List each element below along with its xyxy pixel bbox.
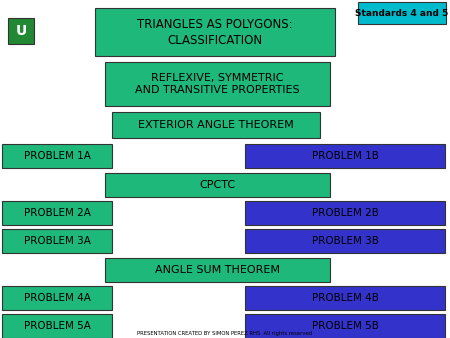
Text: PROBLEM 1B: PROBLEM 1B <box>311 151 378 161</box>
FancyBboxPatch shape <box>2 286 112 310</box>
Text: REFLEXIVE, SYMMETRIC
AND TRANSITIVE PROPERTIES: REFLEXIVE, SYMMETRIC AND TRANSITIVE PROP… <box>135 73 300 95</box>
FancyBboxPatch shape <box>95 8 335 56</box>
Text: PROBLEM 2B: PROBLEM 2B <box>311 208 378 218</box>
Text: Standards 4 and 5: Standards 4 and 5 <box>356 8 449 18</box>
FancyBboxPatch shape <box>245 286 445 310</box>
Text: ANGLE SUM THEOREM: ANGLE SUM THEOREM <box>155 265 280 275</box>
Text: EXTERIOR ANGLE THEOREM: EXTERIOR ANGLE THEOREM <box>138 120 294 130</box>
FancyBboxPatch shape <box>2 229 112 253</box>
FancyBboxPatch shape <box>245 201 445 225</box>
Text: PROBLEM 2A: PROBLEM 2A <box>23 208 90 218</box>
FancyBboxPatch shape <box>358 2 446 24</box>
Text: PROBLEM 3A: PROBLEM 3A <box>23 236 90 246</box>
Text: PROBLEM 4B: PROBLEM 4B <box>311 293 378 303</box>
FancyBboxPatch shape <box>245 229 445 253</box>
Text: U: U <box>15 24 27 38</box>
Text: PROBLEM 4A: PROBLEM 4A <box>23 293 90 303</box>
Text: PROBLEM 5B: PROBLEM 5B <box>311 321 378 331</box>
FancyBboxPatch shape <box>2 314 112 338</box>
Text: PROBLEM 1A: PROBLEM 1A <box>23 151 90 161</box>
Text: PROBLEM 3B: PROBLEM 3B <box>311 236 378 246</box>
FancyBboxPatch shape <box>112 112 320 138</box>
FancyBboxPatch shape <box>245 144 445 168</box>
Text: PROBLEM 5A: PROBLEM 5A <box>23 321 90 331</box>
FancyBboxPatch shape <box>105 258 330 282</box>
Text: CPCTC: CPCTC <box>199 180 235 190</box>
FancyBboxPatch shape <box>2 144 112 168</box>
FancyBboxPatch shape <box>245 314 445 338</box>
FancyBboxPatch shape <box>105 173 330 197</box>
FancyBboxPatch shape <box>2 201 112 225</box>
Text: PRESENTATION CREATED BY SIMON PEREZ RHS  All rights reserved: PRESENTATION CREATED BY SIMON PEREZ RHS … <box>137 332 313 337</box>
Text: TRIANGLES AS POLYGONS:
CLASSIFICATION: TRIANGLES AS POLYGONS: CLASSIFICATION <box>137 18 293 47</box>
FancyBboxPatch shape <box>8 18 34 44</box>
FancyBboxPatch shape <box>105 62 330 106</box>
